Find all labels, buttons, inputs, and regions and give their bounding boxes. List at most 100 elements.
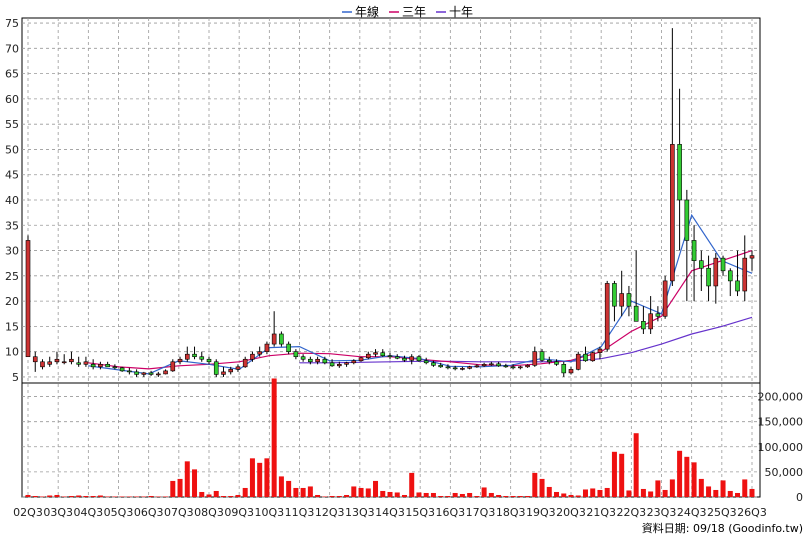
x-tick-label: 06Q3 bbox=[134, 506, 164, 519]
candle-body bbox=[351, 360, 357, 364]
volume-bar bbox=[640, 488, 646, 497]
volume-bar bbox=[220, 495, 226, 497]
candle-body bbox=[648, 313, 653, 330]
candle-body bbox=[394, 356, 400, 359]
volume-bar bbox=[445, 495, 451, 497]
volume-bar bbox=[329, 495, 335, 497]
volume-bar bbox=[39, 496, 45, 497]
volume-bar bbox=[119, 496, 125, 497]
x-ticks: 02Q3 03Q3 04Q3 05Q3 06Q3 07Q3 08Q3 09Q3 10Q3 11Q3… bbox=[13, 506, 767, 519]
candle-body bbox=[235, 366, 241, 370]
candle-body bbox=[460, 368, 465, 370]
volume-tick-label: 50,000 bbox=[765, 466, 804, 479]
price-tick-label: 25 bbox=[5, 270, 19, 283]
candle-body bbox=[727, 270, 733, 282]
volume-bar bbox=[742, 479, 748, 497]
candle-body bbox=[539, 351, 545, 361]
volume-bar bbox=[409, 472, 415, 497]
x-tick-label: 25Q3 bbox=[707, 506, 737, 519]
volume-bar bbox=[720, 480, 726, 497]
volume-bar bbox=[438, 495, 444, 497]
candle-body bbox=[127, 370, 132, 373]
volume-bar bbox=[249, 458, 255, 497]
volume-bar bbox=[611, 451, 617, 497]
volume-bar bbox=[633, 433, 639, 497]
candle-body bbox=[32, 356, 38, 363]
candle-body bbox=[604, 283, 610, 350]
volume-bar bbox=[365, 488, 371, 497]
volume-tick-label: 0 bbox=[796, 491, 803, 504]
x-tick-label: 08Q3 bbox=[194, 506, 224, 519]
candle-body bbox=[83, 361, 89, 365]
grid bbox=[21, 17, 761, 498]
legend: 年線 三年 十年 bbox=[342, 4, 473, 19]
volume-bar bbox=[510, 495, 516, 497]
x-tick-label: 23Q3 bbox=[647, 506, 677, 519]
candle-body bbox=[416, 356, 422, 362]
volume-bar bbox=[126, 496, 132, 497]
candle-body bbox=[510, 366, 516, 369]
candle-body bbox=[141, 372, 147, 375]
volume-bar bbox=[380, 490, 386, 497]
candle-body bbox=[293, 351, 299, 358]
volume-bar bbox=[344, 494, 350, 497]
legend-label: 三年 bbox=[402, 5, 426, 19]
candle-body bbox=[474, 365, 480, 368]
price-tick-label: 20 bbox=[5, 295, 19, 308]
candle-body bbox=[583, 353, 588, 362]
x-tick-label: 17Q3 bbox=[466, 506, 496, 519]
volume-bar bbox=[242, 487, 248, 497]
candle-body bbox=[213, 361, 219, 375]
volume-bar bbox=[25, 494, 31, 497]
volume-bar bbox=[546, 486, 552, 497]
candle-body bbox=[546, 359, 552, 363]
volume-tick-label: 100,000 bbox=[758, 441, 804, 454]
candle-body bbox=[206, 358, 212, 363]
candle-body bbox=[163, 370, 168, 375]
candle-body bbox=[575, 353, 581, 370]
candle-body bbox=[286, 343, 291, 352]
x-tick-label: 02Q3 bbox=[13, 506, 43, 519]
candle-body bbox=[250, 353, 255, 360]
price-tick-label: 5 bbox=[12, 371, 19, 384]
candle-body bbox=[90, 364, 96, 368]
volume-bar bbox=[735, 492, 741, 497]
candle-body bbox=[699, 260, 704, 269]
price-tick-label: 40 bbox=[5, 194, 19, 207]
volume-bar bbox=[177, 478, 183, 497]
candle-body bbox=[105, 364, 110, 368]
candle-body bbox=[257, 351, 262, 355]
candle-body bbox=[518, 366, 523, 369]
volume-bar bbox=[293, 487, 299, 497]
volume-tick-label: 200,000 bbox=[758, 391, 804, 404]
price-tick-label: 45 bbox=[5, 169, 19, 182]
volume-bar bbox=[105, 496, 111, 497]
volume-bar bbox=[206, 494, 212, 497]
plot-frame bbox=[21, 17, 761, 498]
source-label: 資料日期: 09/18 (Goodinfo.tw) bbox=[642, 521, 803, 535]
volume-bar bbox=[496, 494, 502, 497]
price-tick-label: 60 bbox=[5, 93, 19, 106]
x-tick-label: 04Q3 bbox=[74, 506, 104, 519]
volume-bar bbox=[83, 495, 89, 497]
candle-body bbox=[177, 358, 183, 363]
candle-body bbox=[677, 144, 682, 201]
candle-body bbox=[691, 240, 697, 261]
x-tick-label: 19Q3 bbox=[526, 506, 556, 519]
candle-body bbox=[25, 240, 31, 358]
candle-body bbox=[47, 361, 53, 365]
candle-body bbox=[590, 352, 596, 362]
volume-bar bbox=[394, 492, 400, 497]
volume-bar bbox=[401, 494, 407, 497]
volume-bar bbox=[213, 490, 219, 497]
volume-bar bbox=[619, 453, 625, 497]
candle-body bbox=[489, 363, 494, 366]
x-tick-label: 16Q3 bbox=[436, 506, 466, 519]
legend-label: 十年 bbox=[449, 5, 473, 19]
volume-bar bbox=[300, 487, 306, 497]
candle-body bbox=[344, 362, 349, 365]
candle-body bbox=[670, 144, 675, 282]
volume-bar bbox=[713, 489, 719, 497]
volume-bar bbox=[554, 491, 560, 497]
volume-bar bbox=[32, 495, 38, 497]
